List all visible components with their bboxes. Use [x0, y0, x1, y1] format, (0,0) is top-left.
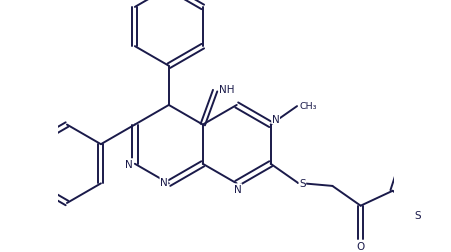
- Text: S: S: [413, 210, 420, 220]
- Text: N: N: [125, 159, 133, 169]
- Text: N: N: [233, 184, 241, 194]
- Text: O: O: [356, 241, 364, 251]
- Text: N: N: [271, 114, 279, 124]
- Text: N: N: [160, 178, 167, 187]
- Text: S: S: [299, 179, 305, 189]
- Text: CH₃: CH₃: [299, 101, 317, 110]
- Text: NH: NH: [219, 84, 234, 94]
